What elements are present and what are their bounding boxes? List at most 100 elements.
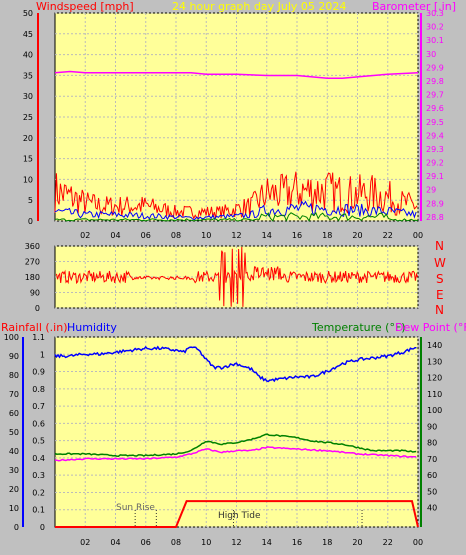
temperature-y-tick-label: 70 [427, 455, 437, 464]
wind-x-tick-label: 10 [201, 231, 211, 240]
rainfall-y-tick-label: 0.8 [32, 385, 45, 394]
direction-y-tick-label: 180 [25, 273, 40, 282]
temperature-y-tick-label: 100 [427, 406, 442, 415]
humidity-y-tick-label: 60 [9, 409, 19, 418]
humidity-temperature-panel: 02 04 06 08 10 12 14 16 18 20 22 0000.10.20.30.40.5… [4, 333, 443, 547]
humidity-y-tick-label: 100 [4, 333, 19, 342]
wind-y-tick-label: 5 [28, 196, 33, 205]
humidity-x-tick-label: 12 [231, 538, 241, 547]
rainfall-y-tick-label: 1.1 [32, 333, 45, 342]
humidity-x-tick-label: 16 [292, 538, 302, 547]
humidity-y-tick-label: 70 [9, 390, 19, 399]
humidity-x-tick-label: 20 [352, 538, 362, 547]
humidity-y-tick-label: 90 [9, 352, 19, 361]
humidity-plot-area [54, 336, 419, 528]
humidity-y-tick-label: 30 [9, 466, 19, 475]
wind-x-tick-label: 16 [292, 231, 302, 240]
wind-y-tick-label: 10 [23, 175, 33, 184]
barometer-y-tick-label: 29.5 [426, 118, 444, 127]
humidity-x-tick-label: 10 [201, 538, 211, 547]
wind-direction-panel: 0 90 180 270 360 [25, 242, 419, 313]
direction-y-tick-label: 90 [30, 289, 40, 298]
humidity-x-tick-label: 00 [413, 538, 423, 547]
humidity-x-tick-label: 04 [110, 538, 120, 547]
rainfall-y-tick-label: 0.1 [32, 506, 45, 515]
windspeed-label: Windspeed [mph] [36, 0, 134, 13]
barometer-y-tick-label: 28.8 [426, 213, 444, 222]
direction-y-tick-label: 360 [25, 242, 40, 251]
temperature-y-tick-label: 90 [427, 422, 437, 431]
rainfall-y-tick-label: 0.3 [32, 471, 45, 480]
wind-x-tick-label: 18 [322, 231, 332, 240]
wind-x-tick-label: 04 [110, 231, 120, 240]
wind-low-series [54, 211, 419, 222]
barometer-y-tick-label: 28.9 [426, 199, 444, 208]
wind-x-tick-label: 06 [141, 231, 151, 240]
wind-x-tick-label: 12 [231, 231, 241, 240]
humidity-y-tick-label: 10 [9, 504, 19, 513]
wind-barometer-panel: 02 04 06 08 10 12 14 16 18 20 22 000510152025303540… [23, 9, 444, 240]
chart-title: 24 hour graph day July 05 2024 [172, 0, 346, 13]
wind-average-series [54, 200, 417, 221]
dewpoint-series [54, 446, 417, 462]
rainfall-y-tick-label: 0.6 [32, 419, 45, 428]
humidity-x-tick-label: 18 [322, 538, 332, 547]
compass-w: W [434, 256, 446, 270]
wind-y-tick-label: 25 [23, 113, 33, 122]
compass-s: S [436, 272, 444, 286]
wind-x-tick-label: 00 [413, 231, 423, 240]
barometer-y-tick-label: 29.3 [426, 145, 444, 154]
humidity-x-tick-label: 06 [141, 538, 151, 547]
barometer-y-tick-label: 30 [426, 50, 436, 59]
rainfall-y-tick-label: 0 [40, 523, 45, 532]
barometer-y-tick-label: 30.3 [426, 9, 444, 18]
humidity-label: Humidity [67, 321, 117, 334]
rainfall-y-tick-label: 0.9 [32, 368, 45, 377]
barometer-y-tick-label: 29.2 [426, 159, 444, 168]
wind-x-tick-label: 20 [352, 231, 362, 240]
barometer-series [54, 70, 419, 80]
humidity-y-tick-label: 20 [9, 485, 19, 494]
sunrise-label: Sun Rise [116, 503, 155, 513]
temperature-y-tick-label: 120 [427, 374, 442, 383]
humidity-x-tick-label: 22 [383, 538, 393, 547]
humidity-series [54, 345, 417, 383]
wind-direction-series [56, 246, 418, 307]
wind-y-tick-label: 15 [23, 155, 33, 164]
compass-n-top: N [435, 239, 444, 253]
rainfall-y-tick-label: 0.5 [32, 437, 45, 446]
wind-gust-series [54, 171, 418, 220]
rainfall-series [55, 500, 419, 528]
humidity-x-tick-label: 14 [262, 538, 272, 547]
humidity-x-tick-label: 08 [171, 538, 181, 547]
compass-e: E [436, 288, 444, 302]
wind-y-tick-label: 30 [23, 92, 33, 101]
barometer-label: Barometer [.in] [372, 0, 456, 13]
rainfall-label: Rainfall (.in) [1, 321, 68, 334]
wind-x-tick-label: 22 [383, 231, 393, 240]
humidity-y-tick-label: 40 [9, 447, 19, 456]
wind-y-tick-label: 50 [23, 9, 33, 18]
rainfall-y-tick-label: 0.7 [32, 402, 45, 411]
barometer-y-tick-label: 30.2 [426, 23, 444, 32]
barometer-y-tick-label: 29.7 [426, 91, 444, 100]
temperature-y-tick-label: 110 [427, 390, 442, 399]
humidity-y-tick-label: 50 [9, 428, 19, 437]
wind-y-tick-label: 0 [28, 217, 33, 226]
rainfall-y-tick-label: 1 [40, 350, 45, 359]
barometer-y-tick-label: 29.1 [426, 172, 444, 181]
barometer-y-tick-label: 29.8 [426, 77, 444, 86]
humidity-y-tick-label: 80 [9, 371, 19, 380]
rainfall-y-tick-label: 0.2 [32, 488, 45, 497]
compass-n-bottom: N [435, 303, 444, 317]
hightide-label: High Tide [218, 511, 261, 521]
wind-y-tick-label: 20 [23, 134, 33, 143]
barometer-y-tick-label: 29.6 [426, 104, 444, 113]
direction-y-tick-label: 270 [25, 258, 40, 267]
temperature-label: Temperature (°F) [311, 321, 406, 334]
temperature-y-tick-label: 130 [427, 357, 442, 366]
temperature-y-tick-label: 40 [427, 504, 437, 513]
wind-y-tick-label: 40 [23, 51, 33, 60]
temperature-y-tick-label: 80 [427, 439, 437, 448]
